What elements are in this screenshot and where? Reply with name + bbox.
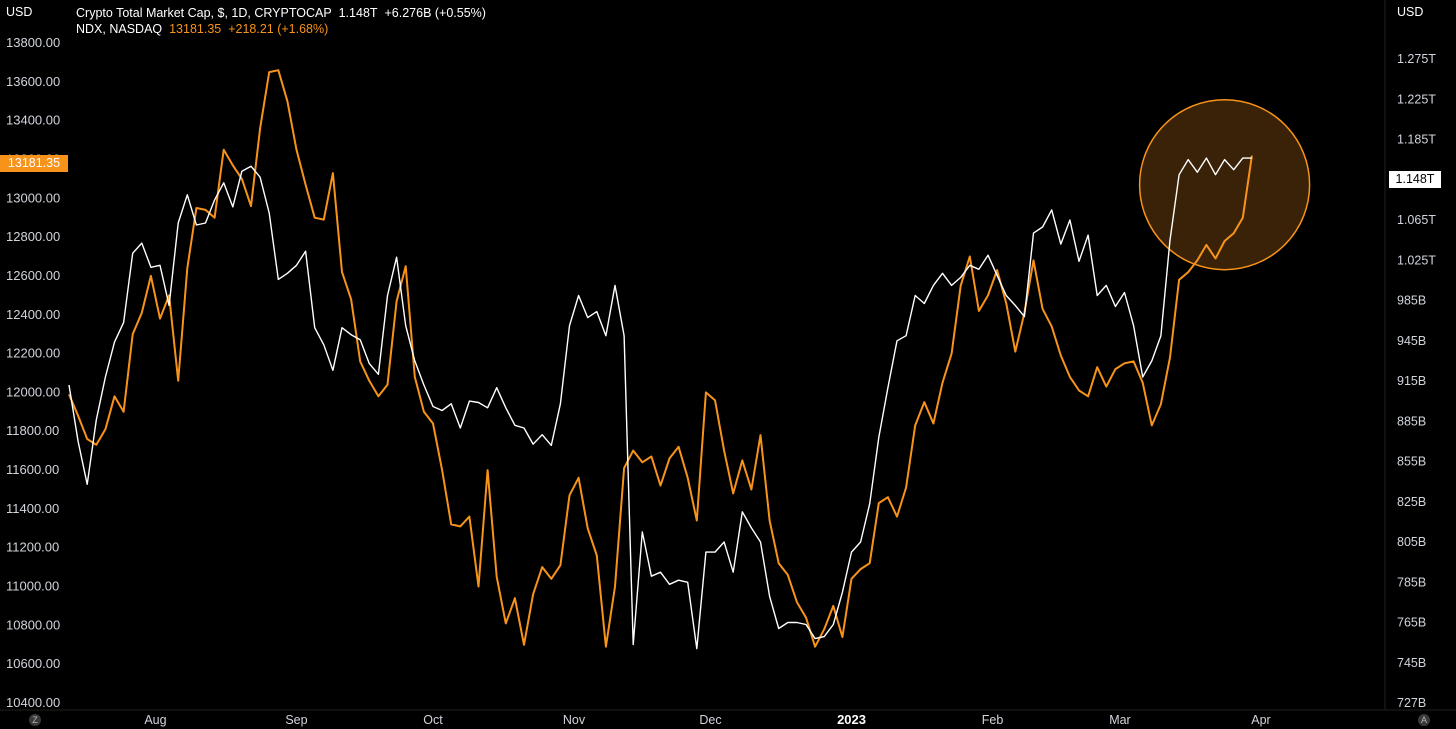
right-price-axis[interactable]: 1.275T1.225T1.185T1.105T1.065T1.025T985B…: [1397, 52, 1436, 710]
left-axis-tick-label: 10800.00: [6, 617, 60, 632]
right-axis-tick-label: 825B: [1397, 495, 1426, 509]
left-axis-tick-label: 13000.00: [6, 190, 60, 205]
right-axis-tick-label: 985B: [1397, 294, 1426, 308]
left-axis-title: USD: [6, 5, 33, 19]
time-axis-tick-label: 2023: [837, 712, 866, 727]
right-axis-tick-label: 745B: [1397, 656, 1426, 670]
time-axis-tick-label: Nov: [563, 713, 586, 727]
left-axis-tick-label: 12400.00: [6, 307, 60, 322]
ndx-series-line: [68, 69, 1253, 648]
right-axis-tick-label: 785B: [1397, 575, 1426, 589]
right-axis-tick-label: 1.065T: [1397, 213, 1436, 227]
left-axis-tick-label: 11800.00: [6, 423, 59, 438]
right-axis-tick-label: 885B: [1397, 414, 1426, 428]
left-axis-tick-label: 12000.00: [6, 384, 60, 399]
time-axis[interactable]: Aug Sep Oct Nov Dec 2023 Feb Mar Apr: [144, 712, 1270, 727]
right-axis-tick-label: 915B: [1397, 374, 1426, 388]
right-axis-title: USD: [1397, 5, 1424, 19]
right-axis-tick-label: 765B: [1397, 616, 1426, 630]
time-axis-tick-label: Oct: [423, 713, 443, 727]
left-axis-tick-label: 11200.00: [6, 540, 59, 555]
left-axis-tick-label: 13800.00: [6, 35, 60, 50]
left-axis-tick-label: 11400.00: [6, 501, 59, 516]
legend-crypto-change: +6.276B (+0.55%): [384, 6, 486, 20]
time-axis-tick-label: Aug: [144, 713, 166, 727]
time-axis-tick-label: Sep: [285, 713, 307, 727]
crypto-last-price-tag: 1.148T: [1389, 171, 1441, 188]
right-axis-tick-label: 727B: [1397, 696, 1426, 710]
ndx-last-price-tag: 13181.35: [0, 155, 68, 172]
left-axis-tick-label: 11000.00: [6, 579, 59, 594]
legend: Crypto Total Market Cap, $, 1D, CRYPTOCA…: [76, 5, 486, 37]
right-axis-tick-label: 1.185T: [1397, 133, 1436, 147]
legend-ndx-change: +218.21 (+1.68%): [228, 22, 329, 36]
highlight-circle-shape: [1138, 98, 1311, 271]
auto-scale-left-button[interactable]: Z: [29, 714, 41, 726]
right-axis-tick-label: 805B: [1397, 535, 1426, 549]
left-axis-tick-label: 10400.00: [6, 695, 60, 710]
left-axis-tick-label: 12200.00: [6, 346, 60, 361]
right-axis-tick-label: 1.225T: [1397, 92, 1436, 106]
left-axis-tick-label: 13600.00: [6, 74, 60, 89]
legend-ndx[interactable]: NDX, NASDAQ 13181.35 +218.21 (+1.68%): [76, 21, 486, 37]
time-axis-tick-label: Apr: [1251, 713, 1270, 727]
legend-crypto-name: Crypto Total Market Cap, $, 1D, CRYPTOCA…: [76, 6, 332, 20]
left-axis-tick-label: 12800.00: [6, 229, 60, 244]
right-axis-tick-label: 945B: [1397, 334, 1426, 348]
crypto-series-line: [68, 157, 1252, 650]
right-axis-tick-label: 1.025T: [1397, 253, 1436, 267]
legend-ndx-name: NDX, NASDAQ: [76, 22, 163, 36]
right-axis-tick-label: 855B: [1397, 455, 1426, 469]
left-axis-tick-label: 12600.00: [6, 268, 60, 283]
left-axis-tick-label: 13400.00: [6, 113, 60, 128]
auto-scale-right-button[interactable]: A: [1418, 714, 1430, 726]
left-axis-tick-label: 10600.00: [6, 656, 60, 671]
highlight-circle: [1138, 98, 1311, 271]
legend-crypto[interactable]: Crypto Total Market Cap, $, 1D, CRYPTOCA…: [76, 5, 486, 21]
legend-ndx-value: 13181.35: [169, 22, 222, 36]
left-price-axis[interactable]: 13800.0013600.0013400.0013200.0013000.00…: [6, 35, 60, 710]
time-axis-tick-label: Mar: [1109, 713, 1131, 727]
right-axis-tick-label: 1.275T: [1397, 52, 1436, 66]
left-axis-tick-label: 11600.00: [6, 462, 59, 477]
legend-crypto-value: 1.148T: [338, 6, 378, 20]
series-lines: [68, 69, 1253, 650]
time-axis-tick-label: Feb: [982, 713, 1004, 727]
time-axis-tick-label: Dec: [699, 713, 721, 727]
